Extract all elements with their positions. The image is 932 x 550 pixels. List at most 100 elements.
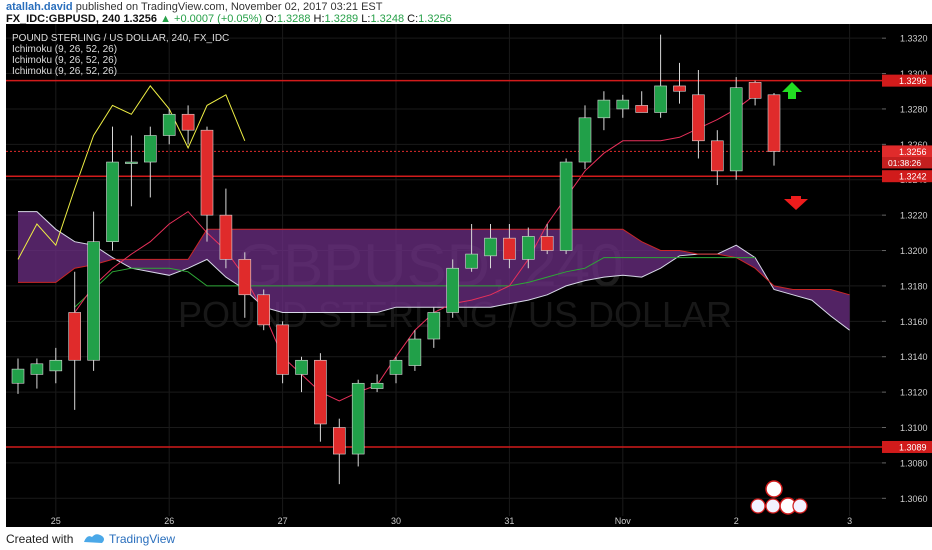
price-tick-label: 1.3220 <box>900 211 928 221</box>
candle-body <box>767 94 781 152</box>
candle <box>238 252 252 318</box>
candle-body <box>295 359 308 375</box>
candle-body <box>597 99 611 119</box>
candle <box>30 358 44 389</box>
candle-body <box>125 161 138 164</box>
level-price-tag <box>882 170 932 183</box>
published-text: published on TradingView.com, November 0… <box>75 1 383 13</box>
candle-body <box>616 99 630 110</box>
up-arrow-shape <box>782 82 802 99</box>
chart-header: atallah.david published on TradingView.c… <box>0 0 932 25</box>
footer-bar: Created with TradingView <box>0 527 932 550</box>
open-value: 1.3288 <box>276 13 311 25</box>
level-price-label: 1.3296 <box>899 76 927 86</box>
kijun-sen-line <box>74 257 756 308</box>
price-tick-label: 1.3280 <box>900 104 928 114</box>
candle <box>276 321 289 384</box>
down-arrow-icon <box>784 196 808 210</box>
countdown-tag <box>882 157 932 169</box>
candle <box>446 259 460 318</box>
candle-body <box>68 312 81 361</box>
candle-body <box>673 85 686 92</box>
time-tick-label: 26 <box>164 516 174 526</box>
candle-body <box>106 161 119 242</box>
event-badge-count: 4 <box>794 494 799 504</box>
candle <box>162 108 176 145</box>
time-tick-label: 3 <box>847 516 852 526</box>
price-tick-label: 1.3160 <box>900 317 928 327</box>
candle <box>503 223 516 269</box>
candle-body <box>11 368 25 384</box>
event-badges: 64 <box>750 477 808 515</box>
time-tick-label: 2 <box>734 516 739 526</box>
candle <box>219 188 233 269</box>
price-tick-label: 1.3060 <box>900 494 928 504</box>
price-tick-label: 1.3120 <box>900 388 928 398</box>
price-tick-label: 1.3180 <box>900 281 928 291</box>
candle <box>540 223 554 255</box>
author-link[interactable]: atallah.david <box>6 1 73 13</box>
candle-body <box>389 359 403 375</box>
candle-body <box>654 85 667 113</box>
candle <box>578 105 592 170</box>
level-price-label: 1.3089 <box>899 442 927 452</box>
candle-body <box>314 359 327 425</box>
candle-body <box>446 267 460 313</box>
legend-indicator-3[interactable]: Ichimoku (9, 26, 52, 26) <box>12 66 118 77</box>
candle-body <box>692 94 705 142</box>
level-price-tag <box>882 74 932 87</box>
high-label: H: <box>313 13 325 25</box>
tradingview-logo-icon[interactable] <box>82 530 106 546</box>
down-arrow-shape <box>784 196 808 210</box>
time-tick-label: 25 <box>51 516 61 526</box>
low-value: 1.3248 <box>370 13 405 25</box>
candle <box>484 223 497 269</box>
tradingview-link[interactable]: TradingView <box>109 532 176 546</box>
level-price-label: 1.3242 <box>899 172 927 182</box>
time-tick-label: Nov <box>615 516 632 526</box>
candle-body <box>276 324 289 375</box>
candle-body <box>503 237 516 260</box>
candle <box>125 135 138 207</box>
candle <box>597 91 611 131</box>
event-badge <box>765 480 783 498</box>
candle <box>200 126 214 242</box>
close-label: C: <box>407 13 419 25</box>
candle <box>521 227 535 269</box>
candle-body <box>427 312 441 340</box>
candle <box>68 271 81 410</box>
time-axis-labels: 25 26 27 30 31 Nov 2 3 <box>51 516 852 526</box>
symbol-name: FX_IDC:GBPUSD, 240 <box>6 13 121 25</box>
candle <box>729 77 743 180</box>
candle-body <box>238 259 252 296</box>
close-value: 1.3256 <box>418 13 452 25</box>
chart-legend: POUND STERLING / US DOLLAR, 240, FX_IDC … <box>12 33 229 77</box>
change-arrow-icon: ▲ <box>160 13 171 25</box>
last-price: 1.3256 <box>123 13 158 25</box>
candle <box>616 94 630 118</box>
candle-body <box>219 214 233 260</box>
candle <box>181 105 195 145</box>
candle <box>389 356 403 384</box>
candle-body <box>30 363 44 375</box>
created-with-text: Created with <box>6 532 74 546</box>
candle <box>11 358 25 394</box>
open-label: O: <box>265 13 277 25</box>
left-margin <box>0 24 6 527</box>
candle <box>635 91 649 113</box>
candle-body <box>748 82 762 99</box>
legend-indicator-2[interactable]: Ichimoku (9, 26, 52, 26) <box>12 55 118 66</box>
legend-indicator-1[interactable]: Ichimoku (9, 26, 52, 26) <box>12 44 118 55</box>
high-value: 1.3289 <box>324 13 359 25</box>
candle <box>332 418 346 485</box>
chikou-span-line <box>17 85 246 260</box>
price-chart[interactable]: GBPUSD, 240POUND STERLING / US DOLLAR641… <box>0 24 932 527</box>
price-axis <box>882 24 932 516</box>
candle <box>654 34 667 118</box>
senkou-span-b-line <box>18 228 850 296</box>
candle-body <box>332 427 346 455</box>
price-axis-labels: 1.33201.33001.32801.32601.32401.32201.32… <box>882 34 932 504</box>
price-tick-label: 1.3300 <box>900 69 928 79</box>
candle-body <box>465 253 478 269</box>
candle-body <box>710 140 724 172</box>
